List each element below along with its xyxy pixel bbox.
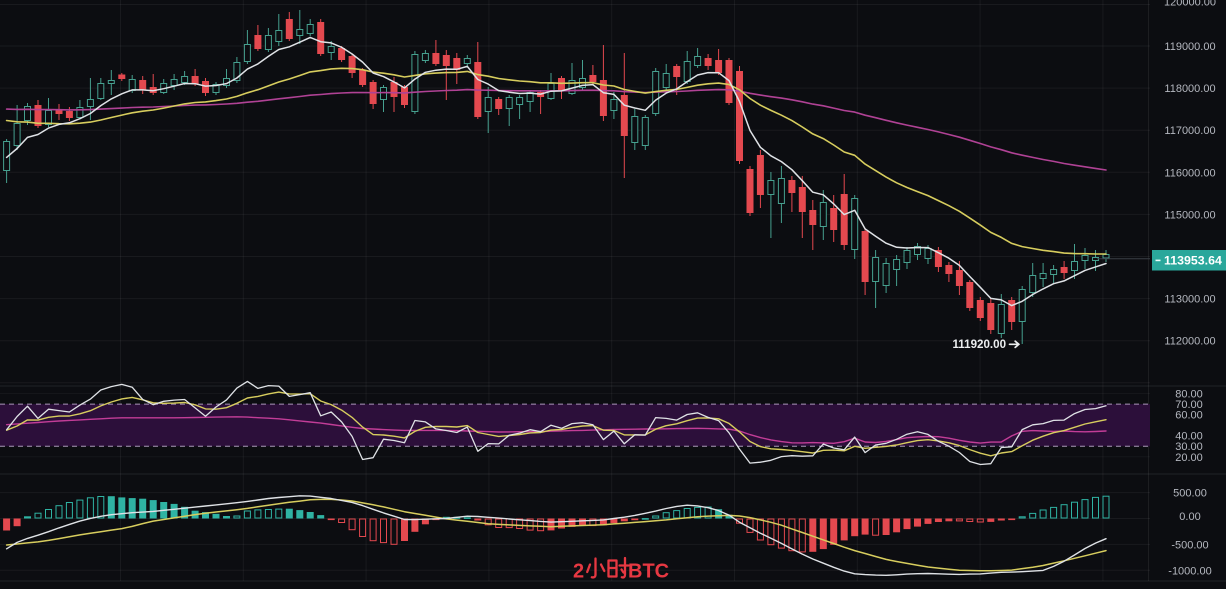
- svg-text:117000.00: 117000.00: [1164, 125, 1215, 137]
- svg-text:2: 2: [573, 561, 584, 583]
- svg-text:120000.00: 120000.00: [1164, 0, 1216, 9]
- svg-text:-500.00: -500.00: [1171, 539, 1208, 551]
- svg-text:30.00: 30.00: [1175, 441, 1203, 453]
- svg-text:118000.00: 118000.00: [1164, 83, 1215, 95]
- svg-text:0.00: 0.00: [1179, 511, 1200, 523]
- svg-text:119000.00: 119000.00: [1164, 41, 1215, 53]
- svg-text:80.00: 80.00: [1175, 389, 1203, 401]
- svg-text:500.00: 500.00: [1173, 488, 1207, 500]
- svg-text:111920.00: 111920.00: [953, 338, 1007, 351]
- svg-text:60.00: 60.00: [1175, 410, 1203, 422]
- svg-text:-1000.00: -1000.00: [1168, 565, 1211, 577]
- svg-text:113953.64: 113953.64: [1164, 254, 1222, 268]
- svg-text:70.00: 70.00: [1175, 399, 1203, 411]
- svg-text:113000.00: 113000.00: [1164, 294, 1215, 306]
- svg-text:BTC: BTC: [628, 561, 669, 583]
- svg-text:20.00: 20.00: [1175, 452, 1203, 464]
- svg-text:115000.00: 115000.00: [1164, 209, 1215, 221]
- svg-text:40.00: 40.00: [1175, 431, 1203, 443]
- svg-text:112000.00: 112000.00: [1164, 336, 1215, 348]
- svg-text:116000.00: 116000.00: [1164, 167, 1215, 179]
